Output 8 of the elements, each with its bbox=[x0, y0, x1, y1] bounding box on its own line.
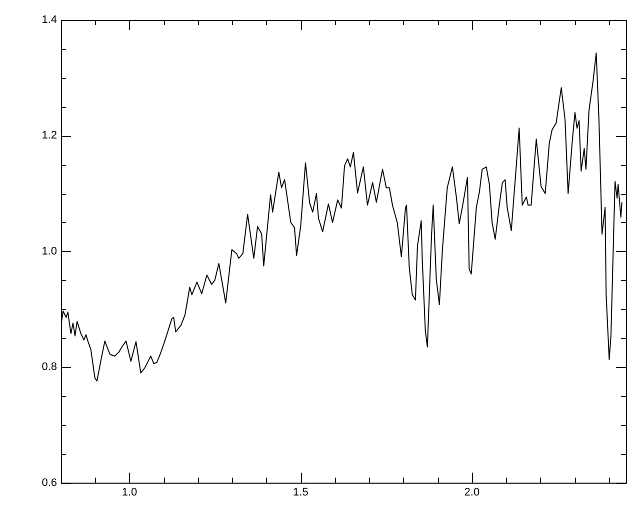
x-tick-label: 2.0 bbox=[464, 486, 480, 498]
y-tick-label: 0.8 bbox=[42, 361, 57, 374]
y-tick-label: 1.0 bbox=[42, 245, 57, 258]
y-tick-label: 0.6 bbox=[42, 476, 57, 489]
y-tick-label: 1.2 bbox=[42, 130, 57, 142]
x-tick-label: 1.5 bbox=[293, 486, 308, 498]
x-tick-label: 1.0 bbox=[122, 486, 138, 498]
y-tick-label: 1.4 bbox=[42, 14, 57, 26]
